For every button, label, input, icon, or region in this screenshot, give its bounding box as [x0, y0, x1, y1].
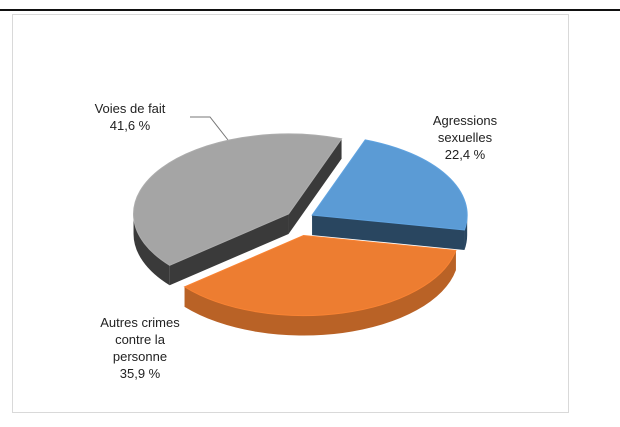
slice-side: [133, 213, 170, 286]
slice: [183, 235, 457, 317]
data-label: Voies de fait 41,6 %: [70, 100, 190, 134]
value-label: 41,6 %: [109, 118, 151, 133]
value-label: 35,9 %: [119, 366, 161, 381]
slice-wall: [169, 213, 289, 286]
slice: [311, 139, 468, 231]
leader-line: [190, 116, 229, 141]
category-label: Agressions sexuelles: [432, 113, 498, 145]
category-label: Autres crimes contre la personne: [100, 315, 180, 364]
value-label: 22,4 %: [444, 147, 486, 162]
pie: [133, 133, 468, 336]
slice-side: [184, 250, 456, 336]
chart-frame: [12, 14, 569, 413]
slice-wall: [312, 215, 465, 250]
slice: [133, 133, 343, 266]
category-label: Voies de fait: [94, 101, 166, 116]
slice-wall: [288, 138, 342, 234]
data-label: Agressions sexuelles 22,4 %: [410, 112, 520, 163]
data-label: Autres crimes contre la personne 35,9 %: [85, 314, 195, 382]
